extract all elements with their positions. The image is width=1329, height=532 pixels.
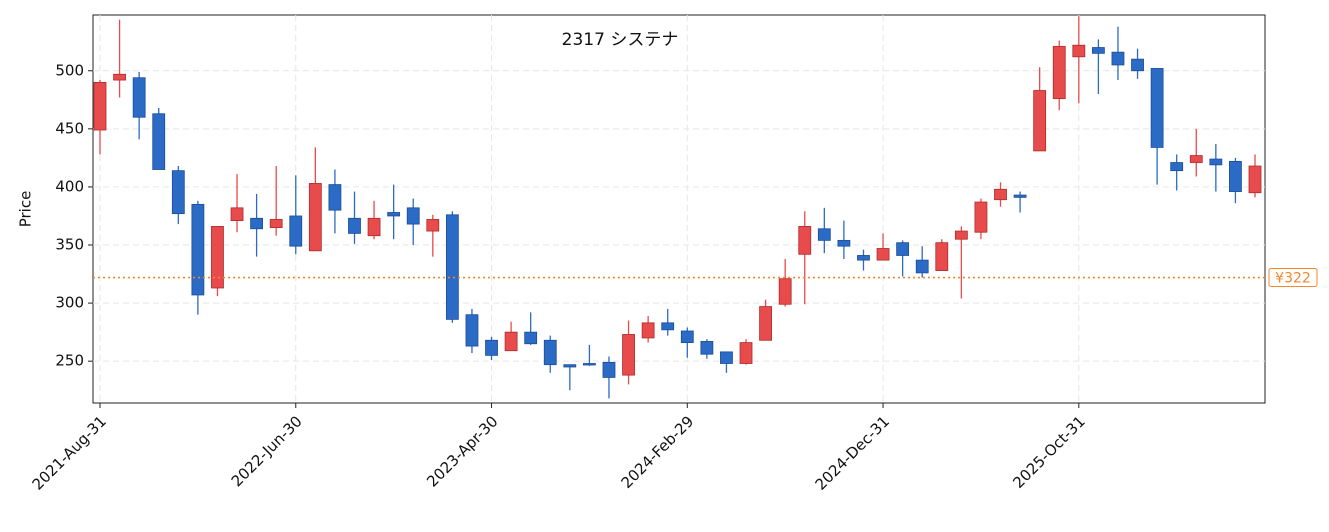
candle-body (1111, 51, 1125, 66)
candle-body (191, 203, 205, 296)
candle-body (1013, 194, 1027, 198)
x-tick-label: 2022-Jun-30 (228, 412, 306, 490)
candle-body (798, 226, 812, 255)
reference-label: ¥322 (1275, 271, 1311, 287)
candle-body (485, 339, 498, 356)
candle-body (269, 219, 283, 228)
x-tick-label: 2024-Dec-31 (812, 412, 893, 493)
y-axis-label: Price (17, 191, 35, 228)
candle-body (622, 334, 635, 376)
candle-body (1248, 165, 1262, 194)
candle-body (837, 239, 851, 247)
candle-body (406, 207, 420, 225)
candle-body (211, 226, 224, 289)
candle-body (308, 183, 322, 252)
candle-body (230, 207, 244, 222)
candle-body (1033, 90, 1047, 152)
candle-body (543, 339, 557, 366)
candle-body (935, 242, 949, 271)
candle-body (387, 212, 401, 217)
y-tick-label: 300 (55, 294, 84, 312)
x-tick-label: 2023-Apr-30 (423, 412, 501, 490)
candle-body (954, 230, 968, 240)
candle-body (289, 215, 303, 247)
candle-body (896, 242, 910, 256)
candle-body (504, 331, 518, 352)
candle-body (700, 341, 714, 355)
x-tick-label: 2021-Aug-31 (29, 412, 110, 493)
candle-body (426, 219, 440, 232)
candle-body (778, 278, 792, 305)
candle-body (817, 228, 831, 241)
y-tick-label: 250 (55, 352, 84, 370)
y-tick-label: 400 (55, 177, 84, 195)
candle-body (1150, 68, 1164, 148)
candle-body (1229, 160, 1242, 192)
candle-body (524, 331, 538, 345)
candle-body (465, 314, 479, 347)
candle-body (328, 184, 342, 211)
candle-body (171, 170, 185, 215)
candle-body (250, 217, 264, 230)
x-tick-label: 2025-Oct-31 (1009, 412, 1089, 492)
candle-body (1170, 162, 1184, 172)
chart-title: 2317 システナ (562, 30, 679, 50)
candle-body (876, 248, 890, 261)
candle-body (1209, 158, 1223, 166)
candle-body (445, 214, 459, 320)
candle-body (1072, 44, 1086, 58)
y-tick-label: 450 (55, 119, 84, 137)
candle-body (739, 342, 753, 364)
candle-body (348, 217, 361, 234)
candle-body (152, 113, 166, 170)
candle-body (1189, 155, 1203, 163)
candle-body (563, 364, 577, 368)
candle-body (1131, 58, 1144, 72)
candle-body (113, 73, 126, 81)
candle-body (915, 259, 929, 274)
y-tick-label: 350 (55, 236, 84, 254)
candle-body (661, 322, 675, 331)
x-tick-label: 2024-Feb-29 (618, 412, 698, 492)
candle-body (93, 81, 107, 131)
candle-body (583, 363, 596, 366)
candle-body (994, 188, 1007, 201)
candle-body (974, 201, 988, 233)
candle-body (132, 77, 146, 118)
candle-body (680, 330, 694, 343)
candle-body (367, 217, 381, 237)
plot-frame (92, 14, 1266, 404)
candle-body (641, 322, 655, 339)
candle-body (1052, 45, 1066, 100)
candle-body (759, 306, 772, 341)
candle-body (720, 351, 733, 364)
candle-body (602, 361, 616, 378)
candle-body (1091, 47, 1105, 54)
y-tick-label: 500 (55, 61, 84, 79)
candle-body (857, 255, 870, 261)
reference-label-box (1268, 268, 1318, 288)
